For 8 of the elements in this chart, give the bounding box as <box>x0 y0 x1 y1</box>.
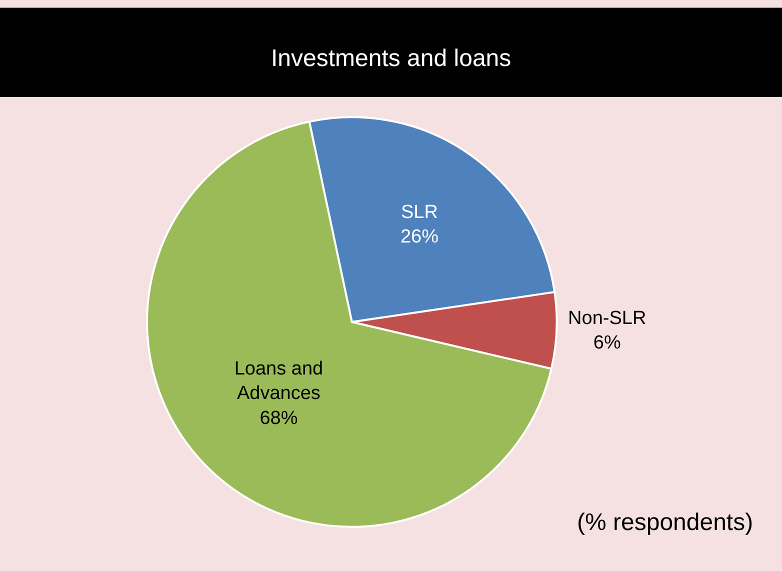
data-label: 68% <box>260 408 298 429</box>
slice-label: Non-SLR <box>568 308 646 329</box>
data-label: 6% <box>593 332 621 354</box>
text: (% respondents) <box>577 509 754 536</box>
slice-label: SLR <box>400 202 438 223</box>
chart-title: Investments and loans <box>271 45 512 72</box>
data-label: 26% <box>400 226 439 248</box>
slice-label: Loans and Advances <box>234 358 324 404</box>
